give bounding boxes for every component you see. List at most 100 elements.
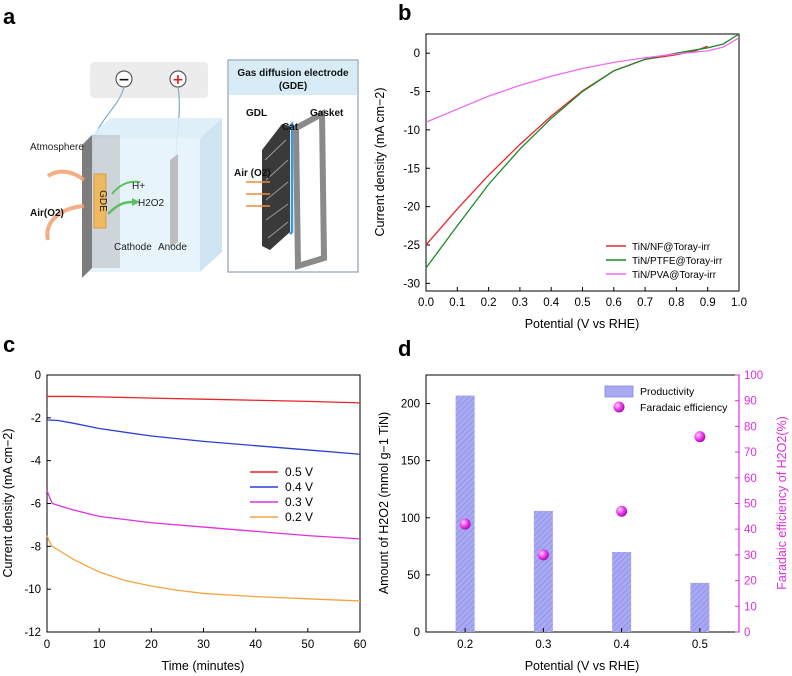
panel-d-y-axis-label: Amount of H2O2 (mmol g−1 TiN) — [377, 412, 391, 594]
panel-b-y-tick-label: -20 — [403, 202, 420, 214]
gdl-texture — [264, 139, 289, 239]
panel-d-bar — [690, 582, 710, 632]
panel-c-y-tick-label: -2 — [31, 413, 41, 425]
air-arrow-bottom — [45, 204, 85, 241]
panel-c-chronoamperometry-chart: 0 10 20 30 40 50 60 0 -2 -4 -6 -8 -10 -12 Time (minut… — [1, 370, 366, 673]
panel-d-y-tick-label: 100 — [401, 513, 420, 525]
panel-c-x-tick-label: 60 — [354, 639, 367, 651]
cathode-plate-side — [82, 135, 92, 278]
h2o2-arrow — [107, 200, 133, 215]
panel-c-x-axis-label: Time (minutes) — [162, 659, 245, 673]
panel-d-legend-swatch — [613, 401, 625, 413]
panel-d-y2-tick-label: 50 — [744, 499, 757, 511]
panel-d-y-tick-label: 0 — [414, 627, 420, 639]
air-o2-label: Air(O2) — [30, 208, 64, 219]
catalyst-layer — [289, 120, 294, 235]
panel-b-x-tick-label: 0.1 — [449, 297, 465, 309]
anode-plate — [170, 154, 178, 248]
panel-b-x-tick-label: 0.3 — [512, 297, 528, 309]
panel-d-bar — [533, 510, 553, 632]
panel-b-y-axis-label: Current density (mA cm−2) — [373, 87, 387, 236]
panel-c-y-axis-label: Current density (mA cm−2) — [1, 428, 15, 577]
panel-d-y2-tick-label: 70 — [744, 447, 757, 459]
panel-c-x-tick-label: 30 — [197, 639, 210, 651]
anode-label: Anode — [158, 242, 187, 253]
panel-b-x-tick-label: 0.5 — [575, 297, 591, 309]
panel-b-x-tick-label: 0.8 — [668, 297, 684, 309]
panel-c-x-tick-label: 20 — [145, 639, 158, 651]
panel-b-y-tick-label: -10 — [403, 125, 420, 137]
power-supply-box — [90, 62, 208, 98]
air-arrow-top — [46, 169, 86, 182]
gasket-frame — [292, 109, 328, 271]
panel-c-x-tick-label: 40 — [249, 639, 262, 651]
panel-c-legend-label: 0.3 V — [285, 495, 313, 509]
minus-sign: − — [118, 72, 130, 88]
panel-c-y-tick-label: -10 — [24, 584, 41, 596]
panel-c-x-tick-label: 0 — [44, 639, 50, 651]
panel-d-y2-tick-label: 20 — [744, 576, 757, 588]
panel-c-y-tick-label: 0 — [35, 370, 41, 382]
panel-b-y-tick-label: -30 — [403, 278, 420, 290]
cathode-label: Cathode — [114, 242, 152, 253]
h-plus-arrow — [111, 180, 141, 195]
panel-b-x-tick-label: 0.9 — [700, 297, 716, 309]
plus-sign: + — [172, 72, 184, 88]
panel-c-legend-label: 0.4 V — [285, 480, 313, 494]
panel-d-y2-tick-label: 0 — [744, 627, 750, 639]
panel-label-c: c — [3, 332, 15, 357]
panel-d-y2-tick-label: 60 — [744, 473, 757, 485]
panel-d-legend-swatch — [604, 385, 634, 398]
cell-top — [88, 118, 222, 138]
panel-d-y-tick-label: 50 — [407, 570, 420, 582]
panel-label-a: a — [3, 4, 16, 29]
h2o2-label: H2O2 — [138, 198, 165, 209]
panel-d-x-tick-label: 0.5 — [692, 639, 708, 651]
panel-b-x-tick-label: 0.6 — [606, 297, 622, 309]
h2o2-arrowhead — [132, 198, 140, 206]
gdl-slab — [262, 124, 290, 250]
panel-d-x-tick-label: 0.3 — [535, 639, 551, 651]
panel-d-y2-tick-label: 10 — [744, 601, 757, 613]
panel-b-x-tick-label: 0.2 — [481, 297, 497, 309]
panel-d-fe-point — [616, 505, 628, 517]
cat-label: Cat — [282, 122, 299, 133]
panel-d-y2-tick-label: 90 — [744, 396, 757, 408]
panel-c-legend-label: 0.5 V — [285, 465, 313, 479]
panel-d-y2-tick-label: 30 — [744, 550, 757, 562]
gde-strip — [93, 173, 107, 229]
h-plus-label: H+ — [132, 181, 145, 192]
panel-d-x-axis-label: Potential (V vs RHE) — [525, 659, 640, 673]
panel-d-y2-tick-label: 80 — [744, 421, 757, 433]
panel-b-series-line — [425, 37, 740, 123]
panel-d-productivity-chart: 0.2 0.3 0.4 0.5 0 50 100 150 200 0 10 20 30 40 50 60 70 8… — [377, 370, 789, 673]
panel-d-x-tick-label: 0.4 — [614, 639, 631, 651]
cell-front — [88, 138, 200, 272]
panel-d-y2-axis-label: Faradaic efficiency of H2O2(%) — [775, 416, 789, 589]
panel-b-legend-label: TiN/PTFE@Toray-irr — [632, 256, 723, 267]
panel-d-bar — [612, 552, 632, 632]
air-o2-inset-label: Air (O2) — [234, 168, 271, 179]
gde-inset-header — [229, 61, 357, 95]
panel-b-legend-label: TiN/PVA@Toray-irr — [632, 270, 717, 281]
panel-c-series-line — [46, 490, 361, 540]
panel-b-x-axis-label: Potential (V vs RHE) — [525, 317, 640, 331]
panel-c-y-tick-label: -6 — [31, 499, 41, 511]
panel-d-bar — [455, 395, 475, 632]
panel-b-y-tick-label: -5 — [410, 87, 420, 99]
panel-c-series-line — [46, 419, 361, 455]
panel-label-d: d — [398, 336, 411, 361]
panel-label-b: b — [398, 0, 411, 25]
panel-b-legend-label: TiN/NF@Toray-irr — [632, 242, 711, 253]
gde-inset-title-1: Gas diffusion electrode — [237, 68, 349, 79]
panel-b-x-tick-label: 0.0 — [418, 297, 434, 309]
panel-d-y2-tick-label: 100 — [744, 370, 763, 382]
panel-b-x-tick-label: 0.7 — [637, 297, 653, 309]
gde-tag: GDE — [97, 190, 108, 212]
panel-c-y-tick-label: -4 — [31, 456, 42, 468]
gasket-label: Gasket — [310, 108, 344, 119]
panel-d-y2-tick-label: 40 — [744, 524, 757, 536]
atmosphere-label: Atmosphere — [30, 142, 84, 153]
panel-c-x-tick-label: 10 — [93, 639, 106, 651]
